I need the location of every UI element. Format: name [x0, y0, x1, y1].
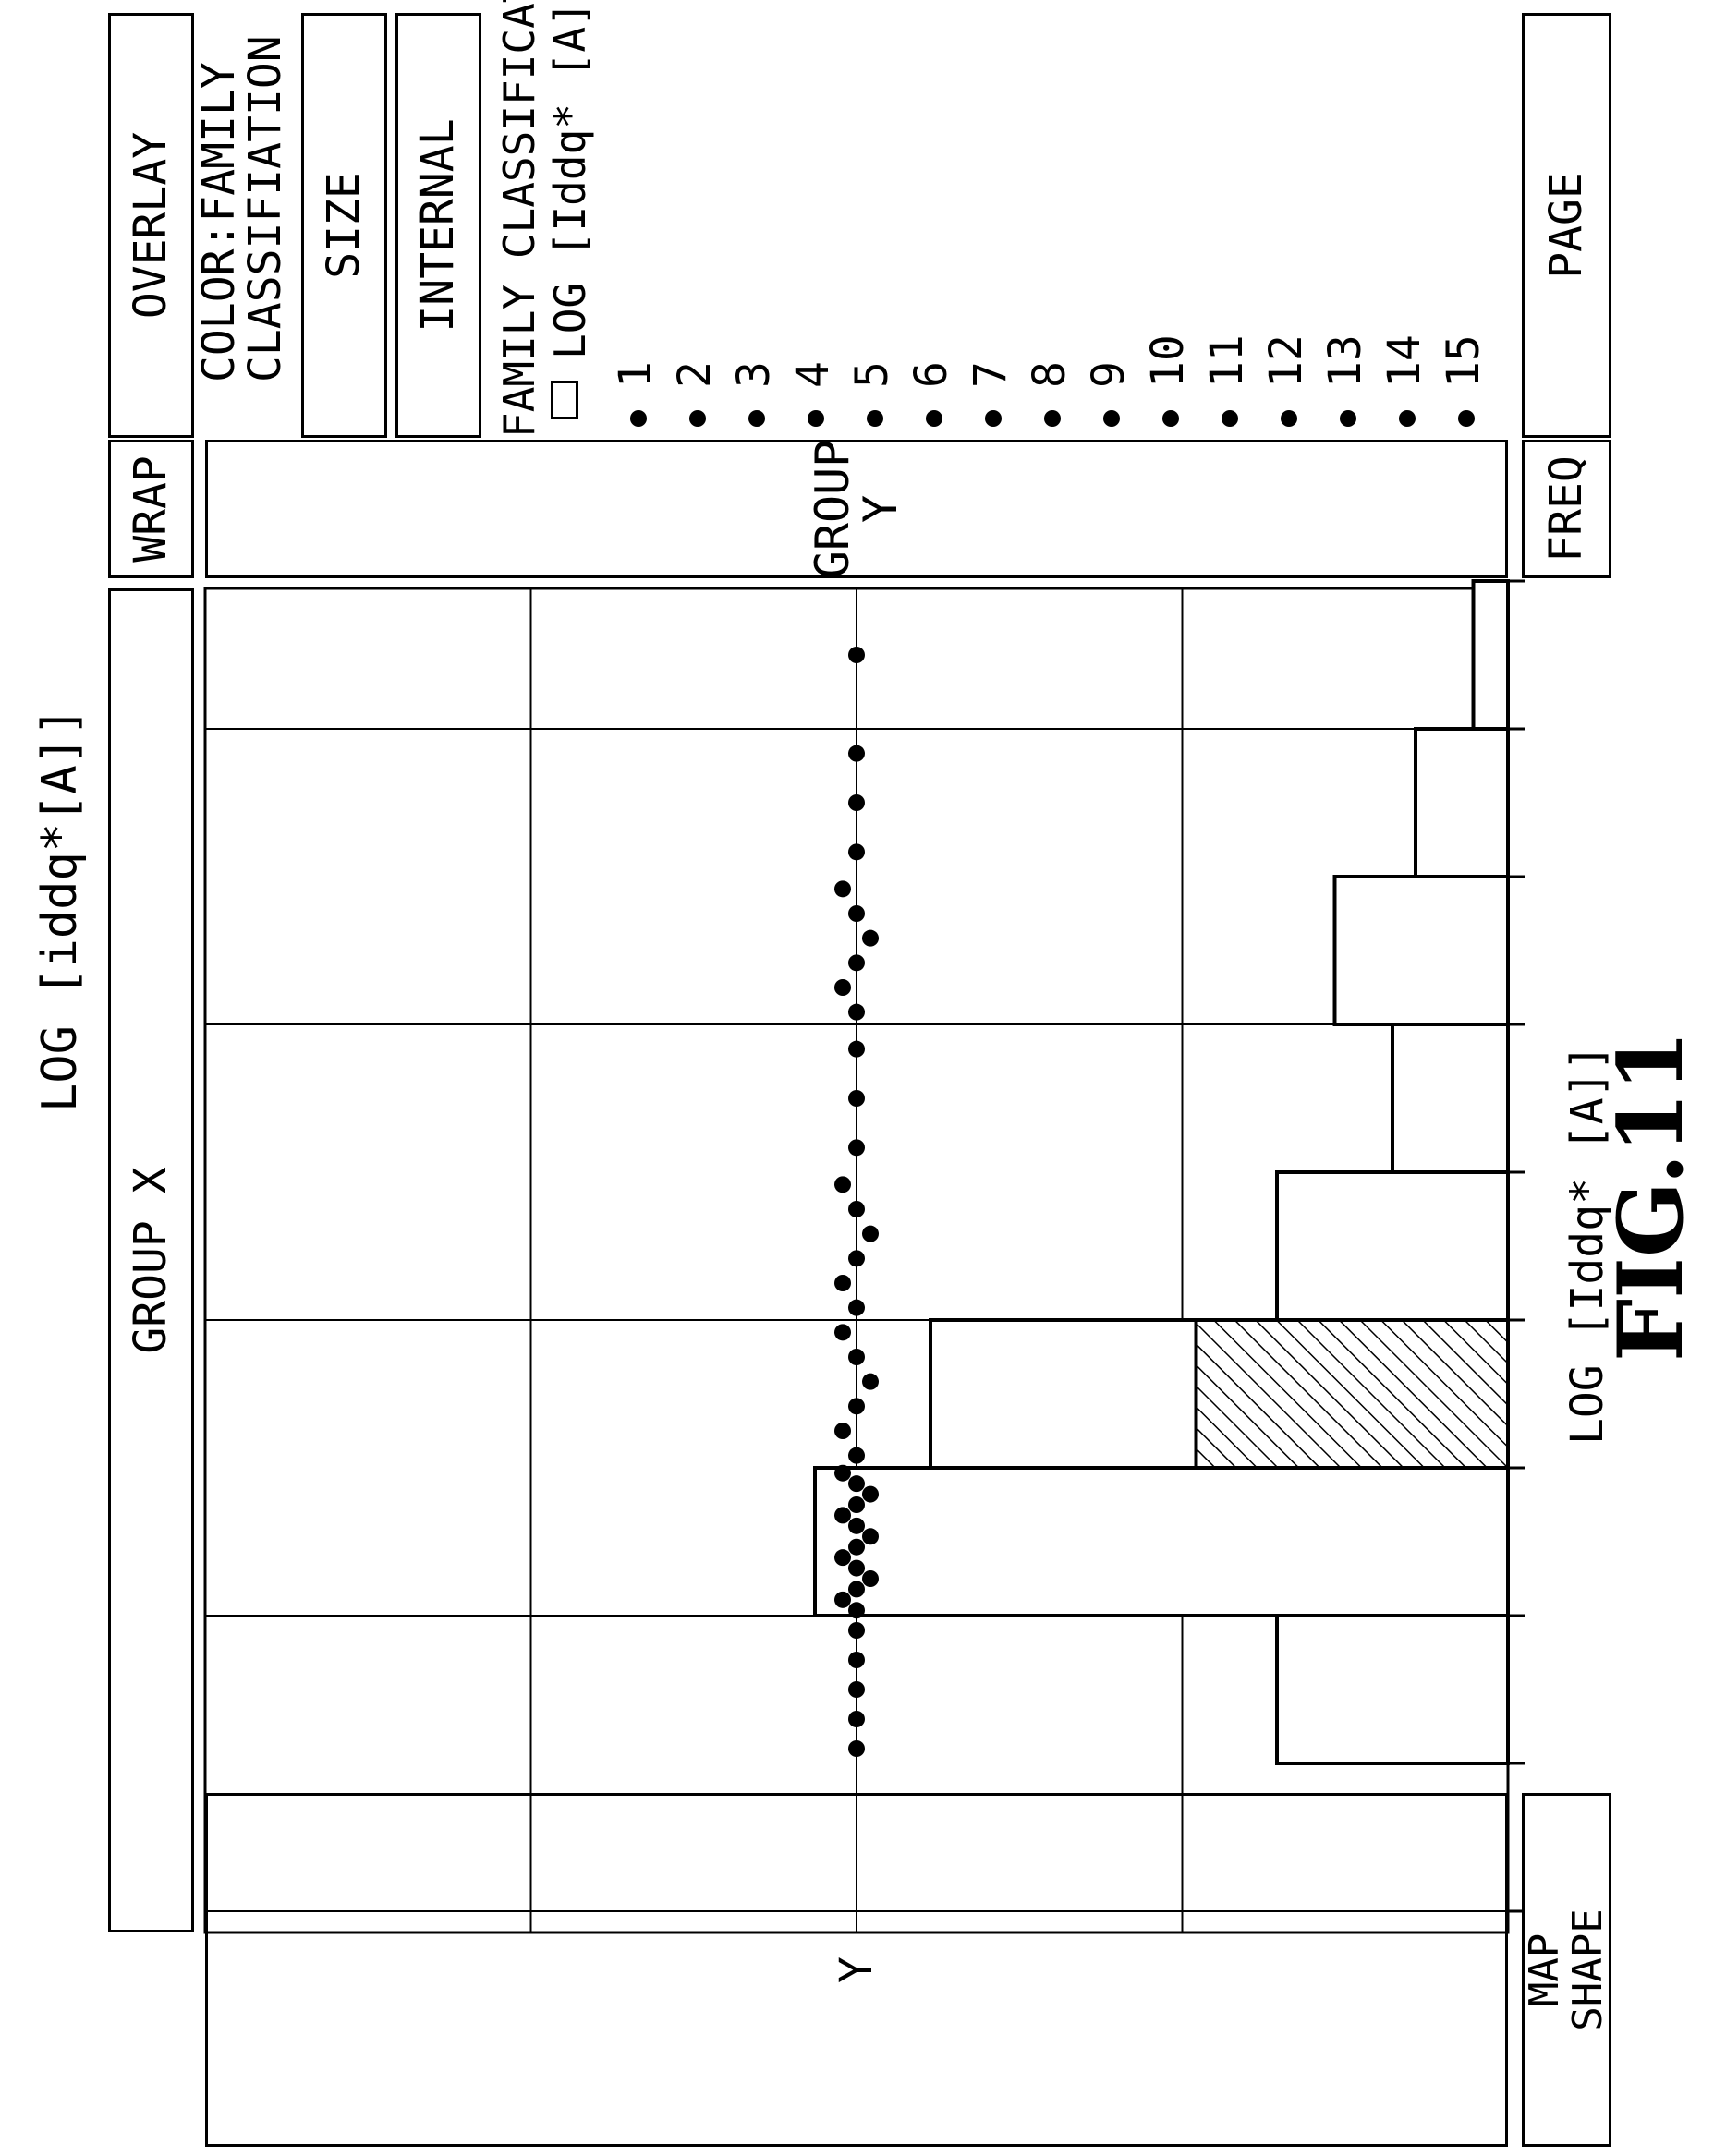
data-point — [834, 1176, 851, 1193]
data-point — [848, 1003, 865, 1021]
data-point — [848, 794, 865, 811]
data-point — [848, 1250, 865, 1267]
data-point — [848, 745, 865, 762]
histogram-bar — [1332, 875, 1510, 1026]
data-point — [848, 1201, 865, 1217]
histogram-bar — [1391, 1023, 1510, 1174]
data-point — [862, 1528, 879, 1545]
data-point — [862, 1570, 879, 1587]
histogram-bar-hatched — [1194, 1318, 1510, 1470]
scatter-points — [834, 647, 879, 1757]
data-point — [848, 1740, 865, 1757]
data-point — [848, 1681, 865, 1698]
data-point — [848, 1711, 865, 1727]
data-point — [834, 1549, 851, 1567]
data-point — [848, 1622, 865, 1639]
histogram-bar — [813, 1466, 1510, 1617]
data-point — [848, 1349, 865, 1365]
histogram-bar — [1275, 1170, 1510, 1322]
data-point — [848, 905, 865, 922]
data-point — [862, 929, 879, 947]
data-point — [848, 1496, 865, 1513]
data-point — [848, 1139, 865, 1157]
histogram-bars — [813, 579, 1510, 1765]
data-point — [848, 1581, 865, 1598]
histogram-bar — [1275, 1614, 1510, 1765]
data-point — [834, 1423, 851, 1439]
data-point — [834, 979, 851, 996]
data-point — [834, 1464, 851, 1482]
data-point — [848, 1447, 865, 1464]
data-point — [848, 1559, 865, 1577]
data-point — [848, 1652, 865, 1668]
data-point — [848, 1517, 865, 1534]
data-point — [862, 1225, 879, 1242]
data-point — [834, 1591, 851, 1608]
data-point — [848, 647, 865, 663]
data-point — [848, 843, 865, 861]
histogram-bar — [1471, 579, 1510, 731]
data-point — [848, 1299, 865, 1316]
data-point — [834, 1275, 851, 1291]
data-point — [862, 1373, 879, 1390]
data-point — [834, 1507, 851, 1524]
data-point — [848, 1040, 865, 1058]
data-point — [862, 1485, 879, 1503]
histogram-bar — [1414, 727, 1510, 878]
data-point — [834, 880, 851, 898]
data-point — [848, 1090, 865, 1107]
data-point — [848, 1398, 865, 1415]
figure-label: FIG.11 — [1599, 1030, 1703, 1362]
data-point — [848, 1538, 865, 1556]
data-point — [848, 1475, 865, 1493]
data-point — [848, 1602, 865, 1619]
axis-ticks — [1508, 579, 1525, 1913]
data-point — [834, 1324, 851, 1341]
data-point — [848, 954, 865, 972]
